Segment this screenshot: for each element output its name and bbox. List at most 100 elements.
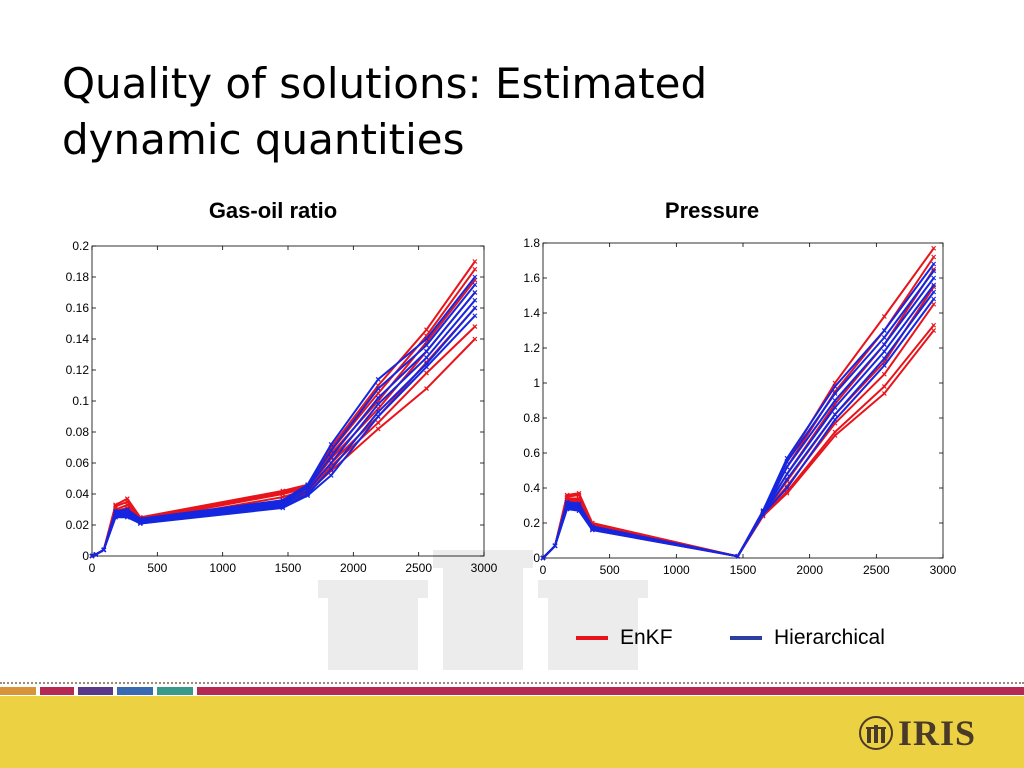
series-line-hierarchical bbox=[91, 276, 476, 557]
data-point-hierarchical bbox=[832, 405, 838, 410]
data-point-hierarchical bbox=[89, 553, 95, 559]
series-line-hierarchical bbox=[542, 284, 935, 559]
slide-title-line2: dynamic quantities bbox=[62, 115, 465, 164]
data-point-enkf bbox=[472, 266, 478, 272]
x-tick-label: 0 bbox=[540, 563, 547, 577]
data-point-hierarchical bbox=[472, 274, 478, 280]
data-point-hierarchical bbox=[784, 464, 790, 470]
data-point-hierarchical bbox=[576, 508, 582, 514]
series-line-enkf bbox=[91, 260, 476, 557]
data-point-hierarchical bbox=[552, 543, 558, 549]
data-point-hierarchical bbox=[424, 364, 429, 370]
data-point-hierarchical bbox=[424, 348, 429, 354]
data-point-hierarchical bbox=[832, 384, 838, 389]
y-tick-label: 0.06 bbox=[66, 456, 90, 470]
x-tick-label: 2500 bbox=[863, 563, 890, 577]
y-tick-label: 1.2 bbox=[523, 341, 540, 355]
data-point-hierarchical bbox=[472, 297, 478, 303]
data-point-enkf bbox=[931, 322, 937, 328]
data-point-enkf bbox=[931, 328, 937, 333]
series-line-enkf bbox=[91, 268, 476, 557]
data-point-enkf bbox=[881, 384, 887, 389]
y-tick-label: 0.18 bbox=[66, 270, 90, 284]
y-tick-label: 1.8 bbox=[523, 236, 540, 250]
y-tick-label: 0.14 bbox=[66, 332, 90, 346]
iris-logo: IRIS bbox=[858, 712, 976, 754]
data-point-enkf bbox=[375, 426, 381, 432]
plot-frame bbox=[542, 242, 944, 559]
legend-swatch-enkf bbox=[576, 636, 608, 640]
x-tick-label: 500 bbox=[600, 563, 620, 577]
logo-text: IRIS bbox=[897, 713, 976, 753]
series-line-enkf bbox=[542, 256, 935, 559]
data-point-hierarchical bbox=[540, 555, 546, 561]
data-point-enkf bbox=[424, 327, 429, 333]
data-point-hierarchical bbox=[93, 552, 99, 557]
data-point-hierarchical bbox=[931, 282, 937, 288]
data-point-enkf bbox=[784, 490, 790, 496]
y-tick-label: 0.08 bbox=[66, 425, 90, 439]
data-point-hierarchical bbox=[931, 289, 937, 295]
y-tick-label: 0.02 bbox=[66, 518, 90, 532]
x-tick-label: 3000 bbox=[471, 561, 498, 575]
footer-color-bar-segment bbox=[78, 687, 113, 695]
data-point-hierarchical bbox=[280, 505, 286, 511]
y-tick-label: 1 bbox=[533, 376, 540, 390]
data-point-hierarchical bbox=[424, 336, 429, 342]
data-point-hierarchical bbox=[881, 363, 887, 368]
footer-color-bar-segment bbox=[117, 687, 153, 695]
data-point-enkf bbox=[881, 314, 887, 319]
legend-item-enkf: EnKF bbox=[576, 626, 673, 650]
data-point-enkf bbox=[424, 386, 429, 392]
y-tick-label: 0 bbox=[533, 551, 540, 565]
y-tick-label: 0.2 bbox=[523, 516, 540, 530]
data-point-hierarchical bbox=[137, 521, 143, 526]
x-tick-label: 500 bbox=[147, 561, 167, 575]
data-point-enkf bbox=[931, 266, 937, 272]
data-point-hierarchical bbox=[424, 355, 429, 361]
data-point-hierarchical bbox=[375, 414, 381, 419]
chart-title-gas-oil-ratio: Gas-oil ratio bbox=[208, 198, 338, 223]
series-line-hierarchical bbox=[542, 298, 935, 559]
chart-title-pressure: Pressure bbox=[664, 198, 760, 223]
x-tick-label: 1500 bbox=[275, 561, 302, 575]
y-tick-label: 0.4 bbox=[523, 481, 540, 495]
data-point-hierarchical bbox=[881, 335, 887, 340]
x-tick-label: 1000 bbox=[663, 563, 690, 577]
data-point-enkf bbox=[881, 371, 887, 377]
footer-color-bar-segment bbox=[0, 687, 36, 695]
data-point-hierarchical bbox=[832, 412, 838, 417]
x-tick-label: 1000 bbox=[209, 561, 236, 575]
series-line-enkf bbox=[542, 268, 935, 559]
y-tick-label: 0.8 bbox=[523, 411, 540, 425]
data-point-enkf bbox=[931, 254, 937, 260]
footer-color-bar-segment bbox=[197, 687, 1024, 695]
data-point-enkf bbox=[931, 245, 937, 251]
data-point-hierarchical bbox=[735, 553, 741, 559]
y-tick-label: 0.1 bbox=[72, 394, 89, 408]
data-point-hierarchical bbox=[881, 356, 887, 361]
series-line-enkf bbox=[542, 329, 935, 559]
data-point-hierarchical bbox=[328, 472, 334, 478]
y-tick-label: 1.4 bbox=[523, 306, 540, 320]
data-point-enkf bbox=[931, 301, 937, 307]
watermark-emblem-icon bbox=[318, 550, 648, 670]
x-tick-label: 2500 bbox=[405, 561, 432, 575]
data-point-enkf bbox=[472, 336, 478, 342]
footer-band bbox=[0, 696, 1024, 768]
slide-title-line1: Quality of solutions: Estimated bbox=[62, 59, 708, 108]
data-point-hierarchical bbox=[881, 349, 887, 354]
legend-label-enkf: EnKF bbox=[620, 626, 673, 649]
data-point-hierarchical bbox=[375, 386, 381, 392]
data-point-enkf bbox=[472, 324, 478, 330]
legend-swatch-hierarchical bbox=[730, 636, 762, 640]
legend-item-hierarchical: Hierarchical bbox=[730, 626, 885, 650]
data-point-hierarchical bbox=[881, 328, 887, 333]
data-point-hierarchical bbox=[589, 527, 595, 533]
plot-frame bbox=[91, 245, 485, 557]
data-point-enkf bbox=[424, 370, 429, 376]
data-point-hierarchical bbox=[472, 282, 478, 288]
data-point-hierarchical bbox=[760, 511, 766, 517]
series-line-hierarchical bbox=[542, 291, 935, 559]
